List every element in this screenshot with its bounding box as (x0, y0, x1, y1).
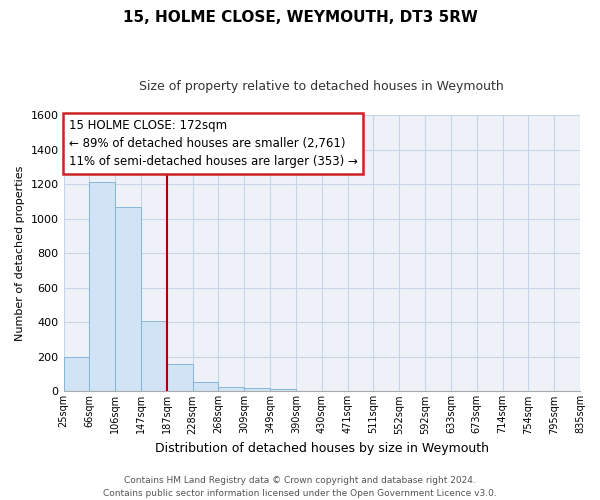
Bar (244, 388, 270, 392)
Text: 15 HOLME CLOSE: 172sqm
← 89% of detached houses are smaller (2,761)
11% of semi-: 15 HOLME CLOSE: 172sqm ← 89% of detached… (69, 119, 358, 168)
Y-axis label: Number of detached properties: Number of detached properties (15, 166, 25, 341)
Bar (64, 357, 89, 392)
Bar (193, 382, 218, 392)
X-axis label: Distribution of detached houses by size in Weymouth: Distribution of detached houses by size … (155, 442, 489, 455)
Title: Size of property relative to detached houses in Weymouth: Size of property relative to detached ho… (139, 80, 504, 93)
Bar (167, 364, 193, 392)
Text: Contains HM Land Registry data © Crown copyright and database right 2024.
Contai: Contains HM Land Registry data © Crown c… (103, 476, 497, 498)
Bar (270, 389, 296, 392)
Bar (141, 320, 167, 392)
Text: 15, HOLME CLOSE, WEYMOUTH, DT3 5RW: 15, HOLME CLOSE, WEYMOUTH, DT3 5RW (122, 10, 478, 25)
Bar (89, 182, 115, 392)
Bar (218, 387, 244, 392)
Bar (115, 206, 141, 392)
